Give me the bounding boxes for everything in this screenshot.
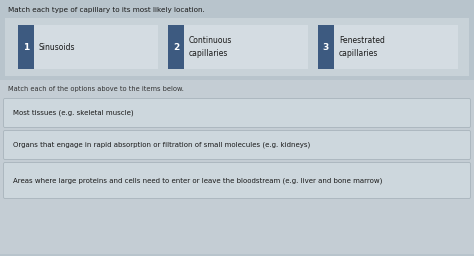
Text: Match each of the options above to the items below.: Match each of the options above to the i… — [8, 86, 184, 92]
Text: 1: 1 — [23, 42, 29, 51]
FancyBboxPatch shape — [18, 25, 34, 69]
FancyBboxPatch shape — [168, 25, 308, 69]
Text: 2: 2 — [173, 42, 179, 51]
FancyBboxPatch shape — [168, 25, 184, 69]
FancyBboxPatch shape — [3, 163, 471, 198]
Text: Sinusoids: Sinusoids — [39, 42, 75, 51]
FancyBboxPatch shape — [18, 25, 158, 69]
Text: Organs that engage in rapid absorption or filtration of small molecules (e.g. ki: Organs that engage in rapid absorption o… — [13, 142, 310, 148]
Text: 3: 3 — [323, 42, 329, 51]
FancyBboxPatch shape — [318, 25, 458, 69]
FancyBboxPatch shape — [3, 99, 471, 127]
FancyBboxPatch shape — [0, 80, 474, 254]
Text: Most tissues (e.g. skeletal muscle): Most tissues (e.g. skeletal muscle) — [13, 110, 134, 116]
FancyBboxPatch shape — [3, 131, 471, 159]
FancyBboxPatch shape — [318, 25, 334, 69]
FancyBboxPatch shape — [5, 18, 469, 76]
Text: Fenestrated
capillaries: Fenestrated capillaries — [339, 36, 385, 58]
Text: Match each type of capillary to its most likely location.: Match each type of capillary to its most… — [8, 7, 205, 13]
Text: Areas where large proteins and cells need to enter or leave the bloodstream (e.g: Areas where large proteins and cells nee… — [13, 177, 383, 184]
Text: Continuous
capillaries: Continuous capillaries — [189, 36, 232, 58]
